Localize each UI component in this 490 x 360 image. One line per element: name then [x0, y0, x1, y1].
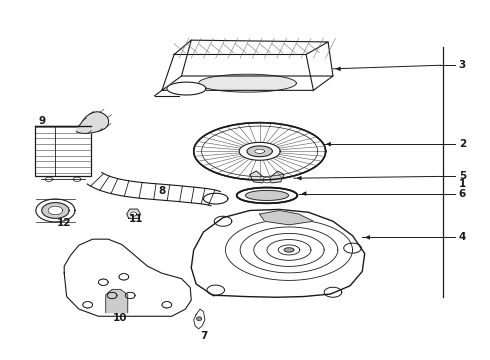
- Polygon shape: [194, 123, 326, 180]
- Text: 3: 3: [459, 60, 466, 70]
- Text: 8: 8: [158, 186, 166, 196]
- Polygon shape: [191, 210, 365, 297]
- Polygon shape: [36, 199, 75, 222]
- Polygon shape: [167, 82, 206, 95]
- Polygon shape: [237, 188, 297, 203]
- Polygon shape: [48, 206, 63, 215]
- Text: 1: 1: [459, 179, 466, 189]
- Polygon shape: [198, 74, 296, 92]
- Polygon shape: [207, 285, 224, 295]
- Polygon shape: [98, 279, 108, 285]
- Polygon shape: [42, 203, 69, 219]
- Polygon shape: [239, 142, 280, 160]
- Polygon shape: [263, 177, 271, 183]
- Polygon shape: [127, 209, 141, 219]
- Polygon shape: [247, 146, 272, 157]
- FancyBboxPatch shape: [35, 126, 91, 176]
- Polygon shape: [131, 212, 137, 216]
- Text: 7: 7: [200, 331, 207, 341]
- Text: 9: 9: [39, 116, 46, 126]
- Text: 11: 11: [129, 215, 144, 224]
- Polygon shape: [106, 289, 128, 313]
- Polygon shape: [324, 287, 342, 297]
- Polygon shape: [267, 171, 284, 183]
- Polygon shape: [260, 211, 314, 225]
- Polygon shape: [284, 248, 294, 252]
- Polygon shape: [76, 112, 109, 134]
- Polygon shape: [203, 193, 228, 204]
- Text: 6: 6: [459, 189, 466, 199]
- Polygon shape: [214, 216, 232, 226]
- Text: 5: 5: [459, 171, 466, 181]
- Text: 10: 10: [113, 313, 128, 323]
- Polygon shape: [245, 190, 289, 201]
- Polygon shape: [194, 309, 205, 329]
- Polygon shape: [162, 302, 172, 308]
- Polygon shape: [83, 302, 93, 308]
- Polygon shape: [196, 317, 201, 320]
- Polygon shape: [250, 171, 267, 183]
- Polygon shape: [255, 149, 265, 153]
- Polygon shape: [107, 292, 117, 299]
- Text: 12: 12: [57, 218, 72, 228]
- Polygon shape: [119, 274, 129, 280]
- Polygon shape: [343, 243, 361, 253]
- Polygon shape: [87, 172, 220, 206]
- Polygon shape: [125, 292, 135, 299]
- Text: 4: 4: [459, 232, 466, 242]
- Polygon shape: [162, 76, 333, 90]
- Text: 2: 2: [459, 139, 466, 149]
- Polygon shape: [64, 239, 191, 316]
- Polygon shape: [174, 40, 328, 54]
